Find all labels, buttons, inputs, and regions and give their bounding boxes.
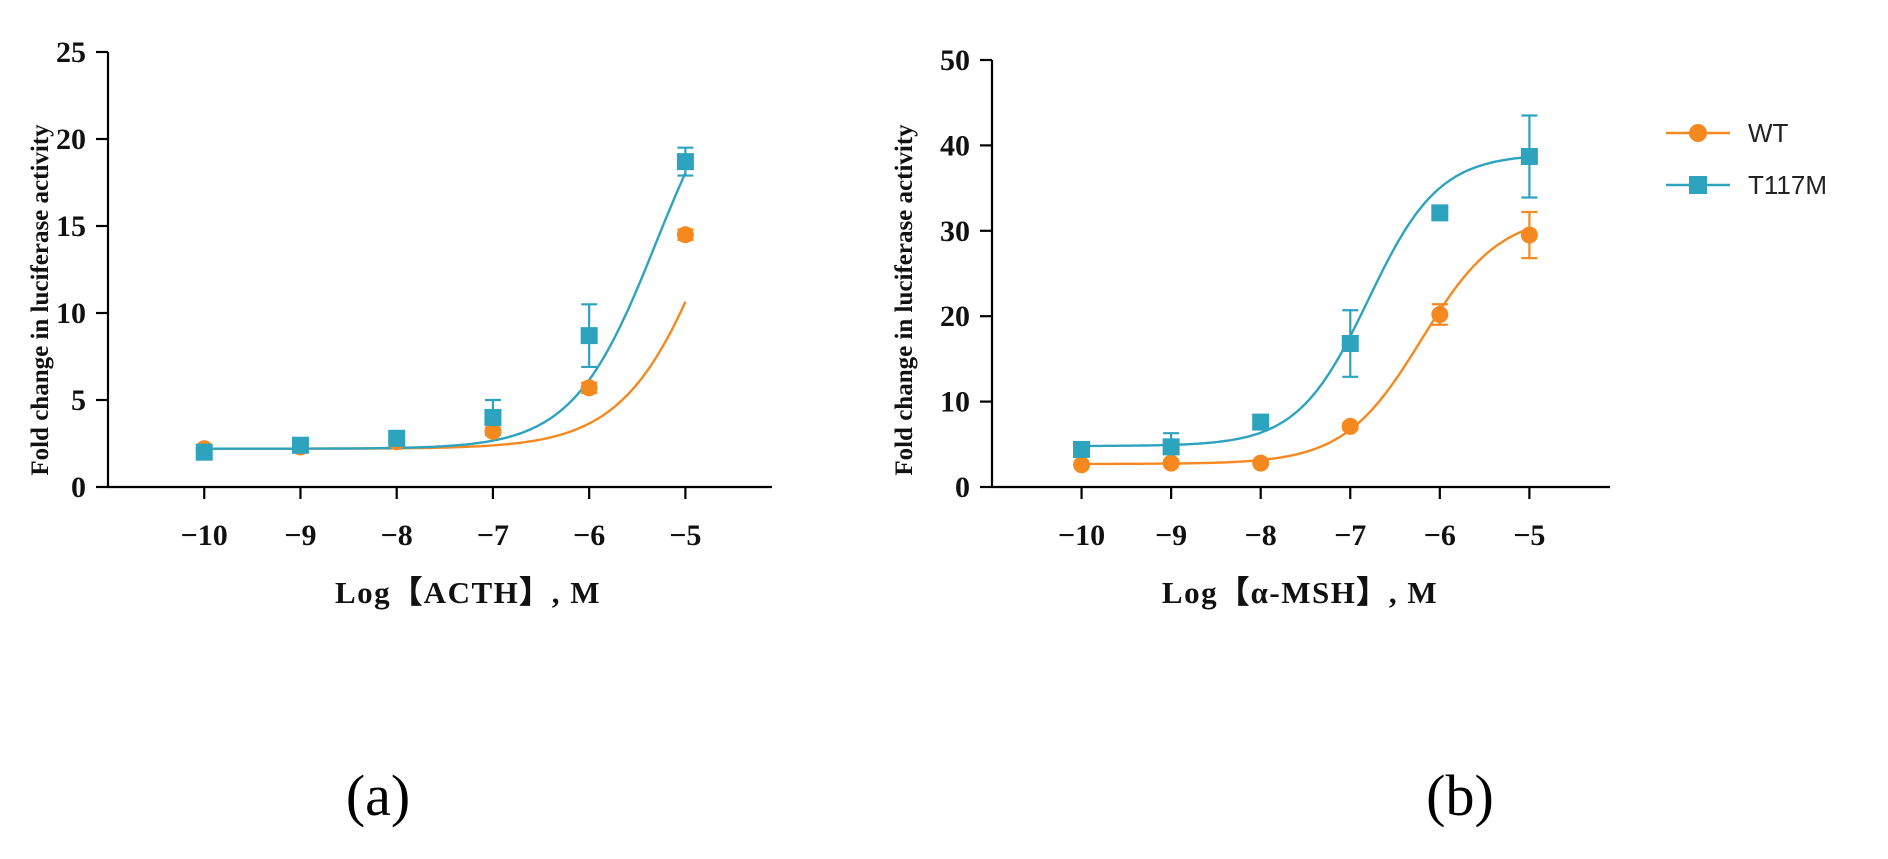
y-tick-label: 15: [56, 210, 86, 243]
chart-panel-a: 0 5 10 15 20 25 −10 −9 −8 −7 −6 −5 Fold change in l…: [27, 36, 772, 610]
error-bars: [1073, 114, 1538, 468]
y-tick-label: 10: [56, 297, 86, 330]
fit-curve-wt: [1081, 227, 1530, 466]
legend-label-t117m: T117M: [1748, 170, 1827, 200]
data-point-t117m: [1431, 204, 1449, 222]
legend-item-t117m: T117M: [1666, 170, 1827, 200]
data-points: [195, 153, 694, 461]
data-point-t117m: [1341, 335, 1359, 353]
tick-group: 0 5 10 15 20 25 −10 −9 −8 −7 −6 −5: [56, 36, 701, 552]
data-point-wt: [1252, 454, 1270, 472]
x-tick-label: −6: [573, 519, 605, 552]
y-tick-label: 0: [955, 471, 970, 504]
data-point-wt: [1431, 305, 1449, 323]
y-tick-label: 20: [940, 300, 970, 333]
x-tick-label: −9: [284, 519, 316, 552]
data-point-t117m: [195, 443, 213, 461]
y-axis-label: Fold change in luciferase activity: [27, 124, 54, 476]
data-point-t117m: [291, 436, 309, 454]
fit-curve-t117m: [204, 172, 687, 450]
data-point-t117m: [1520, 148, 1538, 166]
data-point-t117m: [1073, 440, 1091, 458]
x-tick-label: −9: [1155, 519, 1187, 552]
data-point-t117m: [676, 153, 694, 171]
data-point-wt: [1073, 456, 1091, 474]
x-tick-label: −10: [181, 519, 228, 552]
x-axis-label: Log【ACTH】, M: [335, 575, 601, 610]
x-tick-label: −5: [1513, 519, 1545, 552]
x-tick-label: −7: [1334, 519, 1366, 552]
fit-curve-t117m: [1081, 155, 1530, 448]
fit-curve-wt: [204, 301, 687, 450]
data-point-wt: [484, 422, 502, 440]
data-point-t117m: [484, 408, 502, 426]
data-point-wt: [580, 379, 598, 397]
panel-label-b: (b): [1426, 763, 1494, 828]
data-point-wt: [1162, 454, 1180, 472]
tick-group: 0 10 20 30 40 50 −10 −9 −8 −7 −6 −5: [940, 44, 1545, 552]
panel-label-a: (a): [346, 763, 410, 828]
x-tick-label: −5: [669, 519, 701, 552]
y-tick-label: 25: [56, 36, 86, 69]
legend-label-wt: WT: [1748, 118, 1789, 148]
x-axis-label: Log【α-MSH】, M: [1162, 575, 1438, 610]
y-tick-label: 0: [71, 471, 86, 504]
data-point-t117m: [388, 429, 406, 447]
legend-marker-wt: [1689, 124, 1707, 142]
y-tick-label: 30: [940, 215, 970, 248]
y-tick-label: 20: [56, 123, 86, 156]
x-tick-label: −10: [1058, 519, 1105, 552]
x-tick-label: −7: [477, 519, 509, 552]
data-point-wt: [1341, 417, 1359, 435]
data-points: [1073, 148, 1538, 474]
legend-marker-t117m: [1689, 176, 1707, 194]
y-tick-label: 50: [940, 44, 970, 77]
data-point-wt: [676, 226, 694, 244]
chart-panel-b: 0 10 20 30 40 50 −10 −9 −8 −7 −6 −5 Fold change in …: [891, 44, 1610, 610]
y-tick-label: 40: [940, 129, 970, 162]
x-tick-label: −8: [1245, 519, 1277, 552]
data-point-wt: [1520, 226, 1538, 244]
error-bars: [196, 146, 694, 457]
y-tick-label: 5: [71, 384, 86, 417]
fit-curves: [1081, 155, 1530, 466]
legend-item-wt: WT: [1666, 118, 1789, 148]
legend: WT T117M: [1666, 118, 1827, 200]
y-tick-label: 10: [940, 386, 970, 419]
data-point-t117m: [580, 327, 598, 345]
x-tick-label: −8: [381, 519, 413, 552]
data-point-t117m: [1252, 413, 1270, 431]
x-tick-label: −6: [1424, 519, 1456, 552]
data-point-t117m: [1162, 438, 1180, 456]
y-axis-label: Fold change in luciferase activity: [891, 124, 918, 476]
fit-curves: [204, 172, 687, 450]
